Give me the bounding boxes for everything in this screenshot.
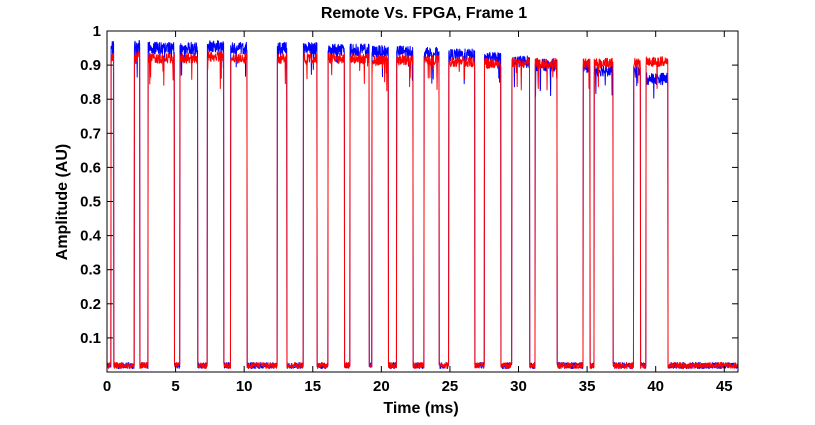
y-tick-label: 0.4 [80, 228, 102, 245]
y-tick-label: 0.7 [80, 125, 101, 142]
x-tick-label: 35 [579, 378, 596, 395]
x-tick-label: 0 [103, 378, 111, 395]
x-tick-label: 25 [442, 378, 459, 395]
y-tick-label: 0.6 [80, 159, 101, 176]
x-tick-label: 20 [373, 378, 390, 395]
axes-box [106, 30, 739, 373]
axes: 0 5 10 15 20 25 30 35 40 45 0.1 0.2 0.3 0.4 0.5 0.6 0.7 0… [80, 23, 739, 395]
series-line-2 [107, 51, 738, 370]
y-tick-label: 0.8 [80, 91, 101, 108]
x-axis-label: Time (ms) [383, 400, 458, 417]
y-tick-label: 1 [93, 23, 101, 40]
series-line-1 [107, 40, 738, 370]
x-tick-label: 45 [716, 378, 733, 395]
y-tick-label: 0.3 [80, 262, 101, 279]
chart-title: Remote Vs. FPGA, Frame 1 [321, 5, 527, 22]
x-tick-label: 40 [647, 378, 664, 395]
x-tick-label: 5 [171, 378, 179, 395]
y-tick-label: 0.5 [80, 194, 101, 211]
y-tick-label: 0.1 [80, 330, 101, 347]
x-tick-label: 30 [510, 378, 527, 395]
y-axis-label: Amplitude (AU) [54, 144, 71, 260]
y-tick-label: 0.9 [80, 57, 101, 74]
x-tick-label: 10 [236, 378, 253, 395]
plot-area [107, 40, 738, 370]
x-tick-label: 15 [304, 378, 321, 395]
y-tick-label: 0.2 [80, 296, 101, 313]
